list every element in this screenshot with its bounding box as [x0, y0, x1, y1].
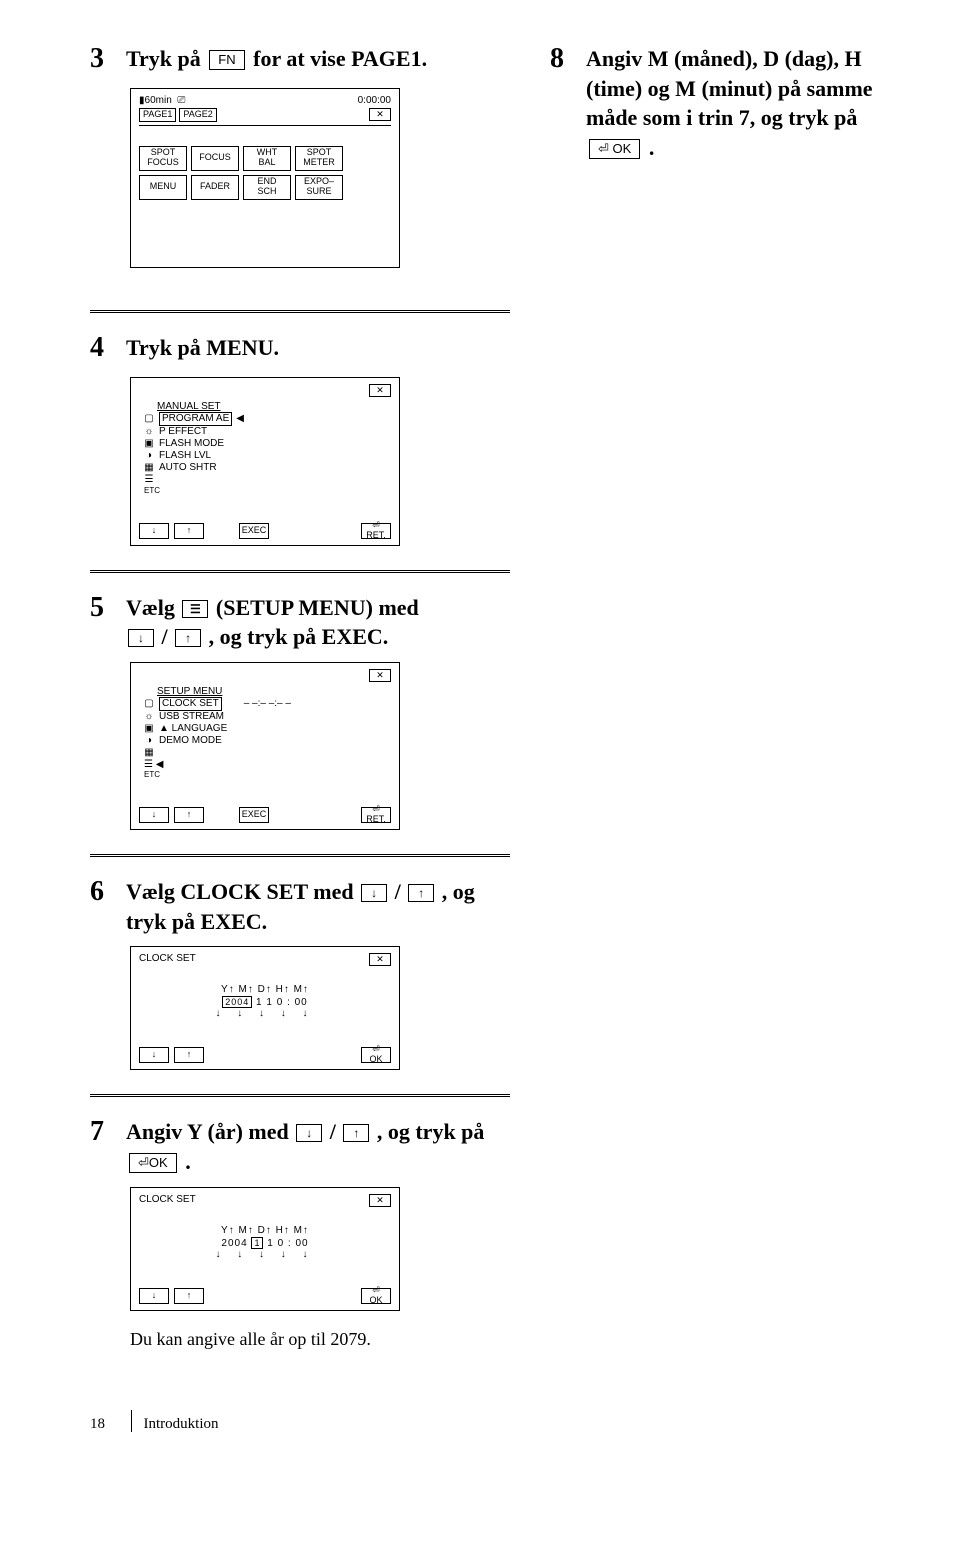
step-7-num: 7: [90, 1113, 112, 1151]
step-6-num: 6: [90, 873, 112, 911]
menu-item[interactable]: ☼P EFFECT: [143, 426, 391, 438]
up-btn[interactable]: ↑: [174, 1047, 204, 1063]
lcd-soft-btn[interactable]: ENDSCH: [243, 175, 291, 200]
divider: [90, 570, 510, 575]
step-7-text: Angiv Y (år) med ↓ / ↑ , og tryk på ⏎OK …: [126, 1113, 520, 1176]
ok-button-label: ⏎ OK: [589, 139, 640, 159]
lcd-soft-btn[interactable]: SPOTMETER: [295, 146, 343, 171]
menu-item[interactable]: ▣FLASH MODE: [143, 438, 391, 450]
up-btn[interactable]: ↑: [174, 523, 204, 539]
mem-icon: ⎚: [177, 95, 185, 106]
exec-btn[interactable]: EXEC: [239, 523, 269, 539]
divider: [90, 1094, 510, 1099]
step-3: 3 Tryk på FN for at vise PAGE1. ▮60min ⎚…: [90, 40, 520, 268]
lcd-title: CLOCK SET: [139, 953, 196, 966]
ok-button-label: ⏎OK: [129, 1153, 177, 1173]
step-4: 4 Tryk på MENU. ✕ MANUAL SET▢PROGRAM AE …: [90, 329, 520, 546]
lcd-manual-set: ✕ MANUAL SET▢PROGRAM AE ◀☼P EFFECT▣FLASH…: [130, 377, 400, 546]
lcd-title: CLOCK SET: [139, 1194, 196, 1207]
close-icon[interactable]: ✕: [369, 384, 391, 397]
down-btn[interactable]: ↓: [139, 1047, 169, 1063]
down-btn[interactable]: ↓: [139, 1288, 169, 1304]
setup-menu-icon: ☰: [182, 600, 208, 618]
step-8-text: Angiv M (måned), D (dag), H (time) og M …: [586, 40, 900, 163]
divider: [90, 854, 510, 859]
close-icon[interactable]: ✕: [369, 108, 391, 121]
menu-item[interactable]: ▦: [143, 747, 391, 759]
section-title: Introduktion: [144, 1416, 219, 1432]
page2-btn[interactable]: PAGE2: [179, 108, 216, 122]
clock-values: 2004 1 1 0 : 00: [139, 997, 391, 1008]
lcd-setup-menu: ✕ SETUP MENU▢CLOCK SET– –:– –:– –☼USB ST…: [130, 662, 400, 830]
ret-btn[interactable]: ⏎ RET.: [361, 807, 391, 823]
fn-button-label: FN: [209, 50, 244, 70]
lcd-clock-set-1: CLOCK SET ✕ Y↑ M↑ D↑ H↑ M↑ 2004 1 1 0 : …: [130, 946, 400, 1070]
step-8: 8 Angiv M (måned), D (dag), H (time) og …: [550, 40, 900, 163]
ok-btn[interactable]: ⏎ OK: [361, 1047, 391, 1063]
clock-readout: 0:00:00: [358, 95, 391, 106]
step-4-text: Tryk på MENU.: [126, 329, 279, 363]
step-8-num: 8: [550, 40, 572, 78]
down-icon: ↓: [128, 629, 154, 647]
lcd-soft-btn[interactable]: WHTBAL: [243, 146, 291, 171]
up-icon: ↑: [175, 629, 201, 647]
clock-values: 2004 1 1 0 : 00: [139, 1238, 391, 1249]
lcd-soft-btn[interactable]: MENU: [139, 175, 187, 200]
close-icon[interactable]: ✕: [369, 1194, 391, 1207]
lcd-page1: ▮60min ⎚ PAGE1 PAGE2 0:00:00 ✕ SPOTFOCUS…: [130, 88, 400, 268]
close-icon[interactable]: ✕: [369, 953, 391, 966]
step-5-num: 5: [90, 589, 112, 627]
page-number: 18: [90, 1416, 105, 1432]
lcd-soft-btn[interactable]: EXPO–SURE: [295, 175, 343, 200]
step-5: 5 Vælg ☰ (SETUP MENU) med ↓ / ↑ , og try…: [90, 589, 520, 830]
down-btn[interactable]: ↓: [139, 523, 169, 539]
down-icon: ↓: [361, 884, 387, 902]
ok-btn[interactable]: ⏎ OK: [361, 1288, 391, 1304]
up-icon: ↑: [408, 884, 434, 902]
down-btn[interactable]: ↓: [139, 807, 169, 823]
step-3-text: Tryk på FN for at vise PAGE1.: [126, 40, 427, 74]
menu-item[interactable]: ☰: [143, 474, 391, 486]
menu-item[interactable]: ◑DEMO MODE: [143, 735, 391, 747]
menu-item[interactable]: ▦AUTO SHTR: [143, 462, 391, 474]
lcd-clock-set-2: CLOCK SET ✕ Y↑ M↑ D↑ H↑ M↑ 2004 1 1 0 : …: [130, 1187, 400, 1311]
menu-item[interactable]: ☼USB STREAM: [143, 711, 391, 723]
down-icon: ↓: [296, 1124, 322, 1142]
divider: [90, 310, 510, 315]
lcd-soft-btn[interactable]: SPOTFOCUS: [139, 146, 187, 171]
page-footer: 18 Introduktion: [90, 1410, 900, 1433]
menu-item[interactable]: ▢CLOCK SET– –:– –:– –: [143, 697, 391, 711]
setup-sel-icon: ☰: [144, 759, 153, 770]
step-7: 7 Angiv Y (år) med ↓ / ↑ , og tryk på ⏎O…: [90, 1113, 520, 1349]
menu-item[interactable]: ▣▲ LANGUAGE: [143, 723, 391, 735]
step-5-text: Vælg ☰ (SETUP MENU) med ↓ / ↑ , og tryk …: [126, 589, 419, 652]
lcd-soft-btn[interactable]: FOCUS: [191, 146, 239, 171]
up-icon: ↑: [343, 1124, 369, 1142]
close-icon[interactable]: ✕: [369, 669, 391, 682]
exec-btn[interactable]: EXEC: [239, 807, 269, 823]
step-4-num: 4: [90, 329, 112, 367]
up-btn[interactable]: ↑: [174, 1288, 204, 1304]
up-btn[interactable]: ↑: [174, 807, 204, 823]
year-note: Du kan angive alle år op til 2079.: [130, 1329, 520, 1350]
page1-btn[interactable]: PAGE1: [139, 108, 176, 122]
step-6-text: Vælg CLOCK SET med ↓ / ↑ , og tryk på EX…: [126, 873, 520, 936]
lcd-soft-btn[interactable]: FADER: [191, 175, 239, 200]
ret-btn[interactable]: ⏎ RET.: [361, 523, 391, 539]
step-6: 6 Vælg CLOCK SET med ↓ / ↑ , og tryk på …: [90, 873, 520, 1070]
menu-item[interactable]: ◑FLASH LVL: [143, 450, 391, 462]
step-3-num: 3: [90, 40, 112, 78]
menu-item[interactable]: ▢PROGRAM AE ◀: [143, 412, 391, 426]
